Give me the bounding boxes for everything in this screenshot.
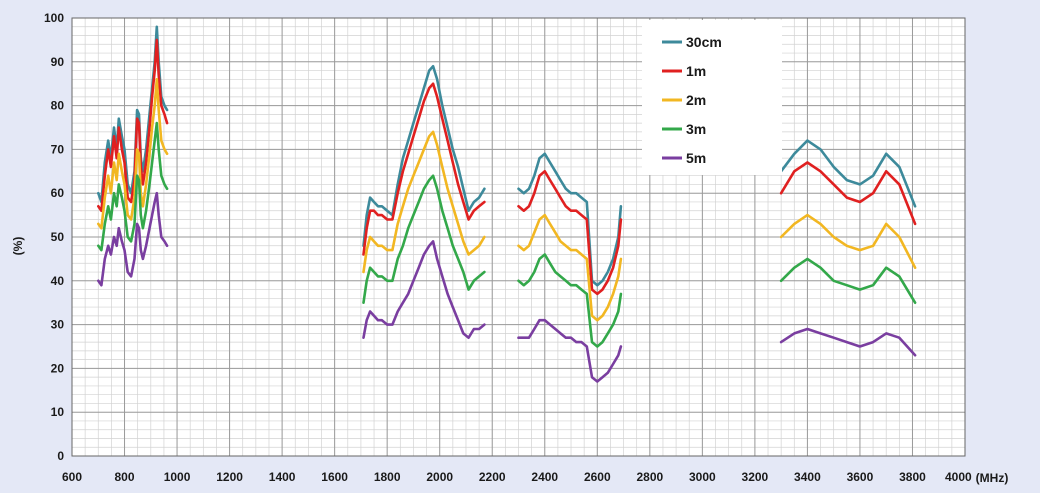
series-line-3m (517, 253, 623, 348)
y-tick-label: 30 (51, 318, 65, 332)
x-tick-label: 2200 (479, 470, 506, 484)
series-line-2m (779, 213, 917, 269)
x-tick-label: 3600 (847, 470, 874, 484)
x-tick-label: 3800 (899, 470, 926, 484)
series-3m (97, 121, 917, 348)
series-line-2m (97, 78, 169, 230)
series-line-5m (517, 318, 623, 383)
series-line-1m (517, 170, 623, 296)
y-tick-label: 90 (51, 55, 65, 69)
legend: 30cm 1m 2m 3m 5m (642, 20, 782, 175)
x-axis-ticks: 600 800 1000 1200 1400 1600 1800 2000 2200 2400 26… (62, 470, 972, 484)
plot-border (71, 17, 966, 457)
y-tick-label: 10 (51, 405, 65, 419)
y-tick-label: 70 (51, 142, 65, 156)
series-line-30cm (517, 152, 623, 287)
major-gridlines (71, 17, 966, 457)
legend-label-30cm: 30cm (686, 34, 722, 50)
series-line-5m (97, 191, 169, 287)
series-line-2m (517, 213, 623, 322)
series-line-30cm (779, 139, 917, 208)
series-line-5m (362, 240, 486, 339)
series-line-5m (779, 327, 917, 357)
series-line-3m (362, 174, 486, 304)
x-tick-label: 2600 (584, 470, 611, 484)
y-tick-label: 100 (44, 11, 64, 25)
x-tick-label: 2800 (636, 470, 663, 484)
x-tick-label: 800 (115, 470, 135, 484)
series-5m (97, 191, 917, 383)
legend-label-3m: 3m (686, 121, 706, 137)
x-tick-label: 3400 (794, 470, 821, 484)
y-axis-label: (%) (11, 237, 25, 256)
x-axis-label: (MHz) (976, 471, 1009, 485)
series-1m (97, 38, 917, 296)
y-tick-label: 40 (51, 274, 65, 288)
x-tick-label: 3200 (742, 470, 769, 484)
x-tick-label: 600 (62, 470, 82, 484)
series-line-1m (362, 82, 486, 256)
legend-label-1m: 1m (686, 63, 706, 79)
x-tick-label: 3000 (689, 470, 716, 484)
x-tick-label: 4000 (945, 470, 972, 484)
x-tick-label: 1000 (164, 470, 191, 484)
y-tick-label: 80 (51, 99, 65, 113)
x-tick-label: 1800 (374, 470, 401, 484)
x-tick-label: 1600 (321, 470, 348, 484)
series-line-30cm (362, 64, 486, 248)
series-line-2m (362, 130, 486, 274)
x-tick-label: 2000 (426, 470, 453, 484)
y-tick-label: 60 (51, 186, 65, 200)
y-axis-ticks: 0 10 20 30 40 50 60 70 80 90 100 (44, 11, 64, 463)
series-line-3m (97, 121, 169, 252)
legend-label-5m: 5m (686, 150, 706, 166)
legend-label-2m: 2m (686, 92, 706, 108)
y-tick-label: 0 (57, 449, 64, 463)
y-tick-label: 20 (51, 361, 65, 375)
legend-box (642, 20, 782, 175)
series-layer (97, 25, 917, 383)
y-tick-label: 50 (51, 230, 65, 244)
x-tick-label: 1200 (216, 470, 243, 484)
series-line-1m (779, 161, 917, 226)
x-tick-label: 2400 (531, 470, 558, 484)
series-2m (97, 78, 917, 322)
series-line-3m (779, 257, 917, 304)
x-tick-label: 1400 (269, 470, 296, 484)
